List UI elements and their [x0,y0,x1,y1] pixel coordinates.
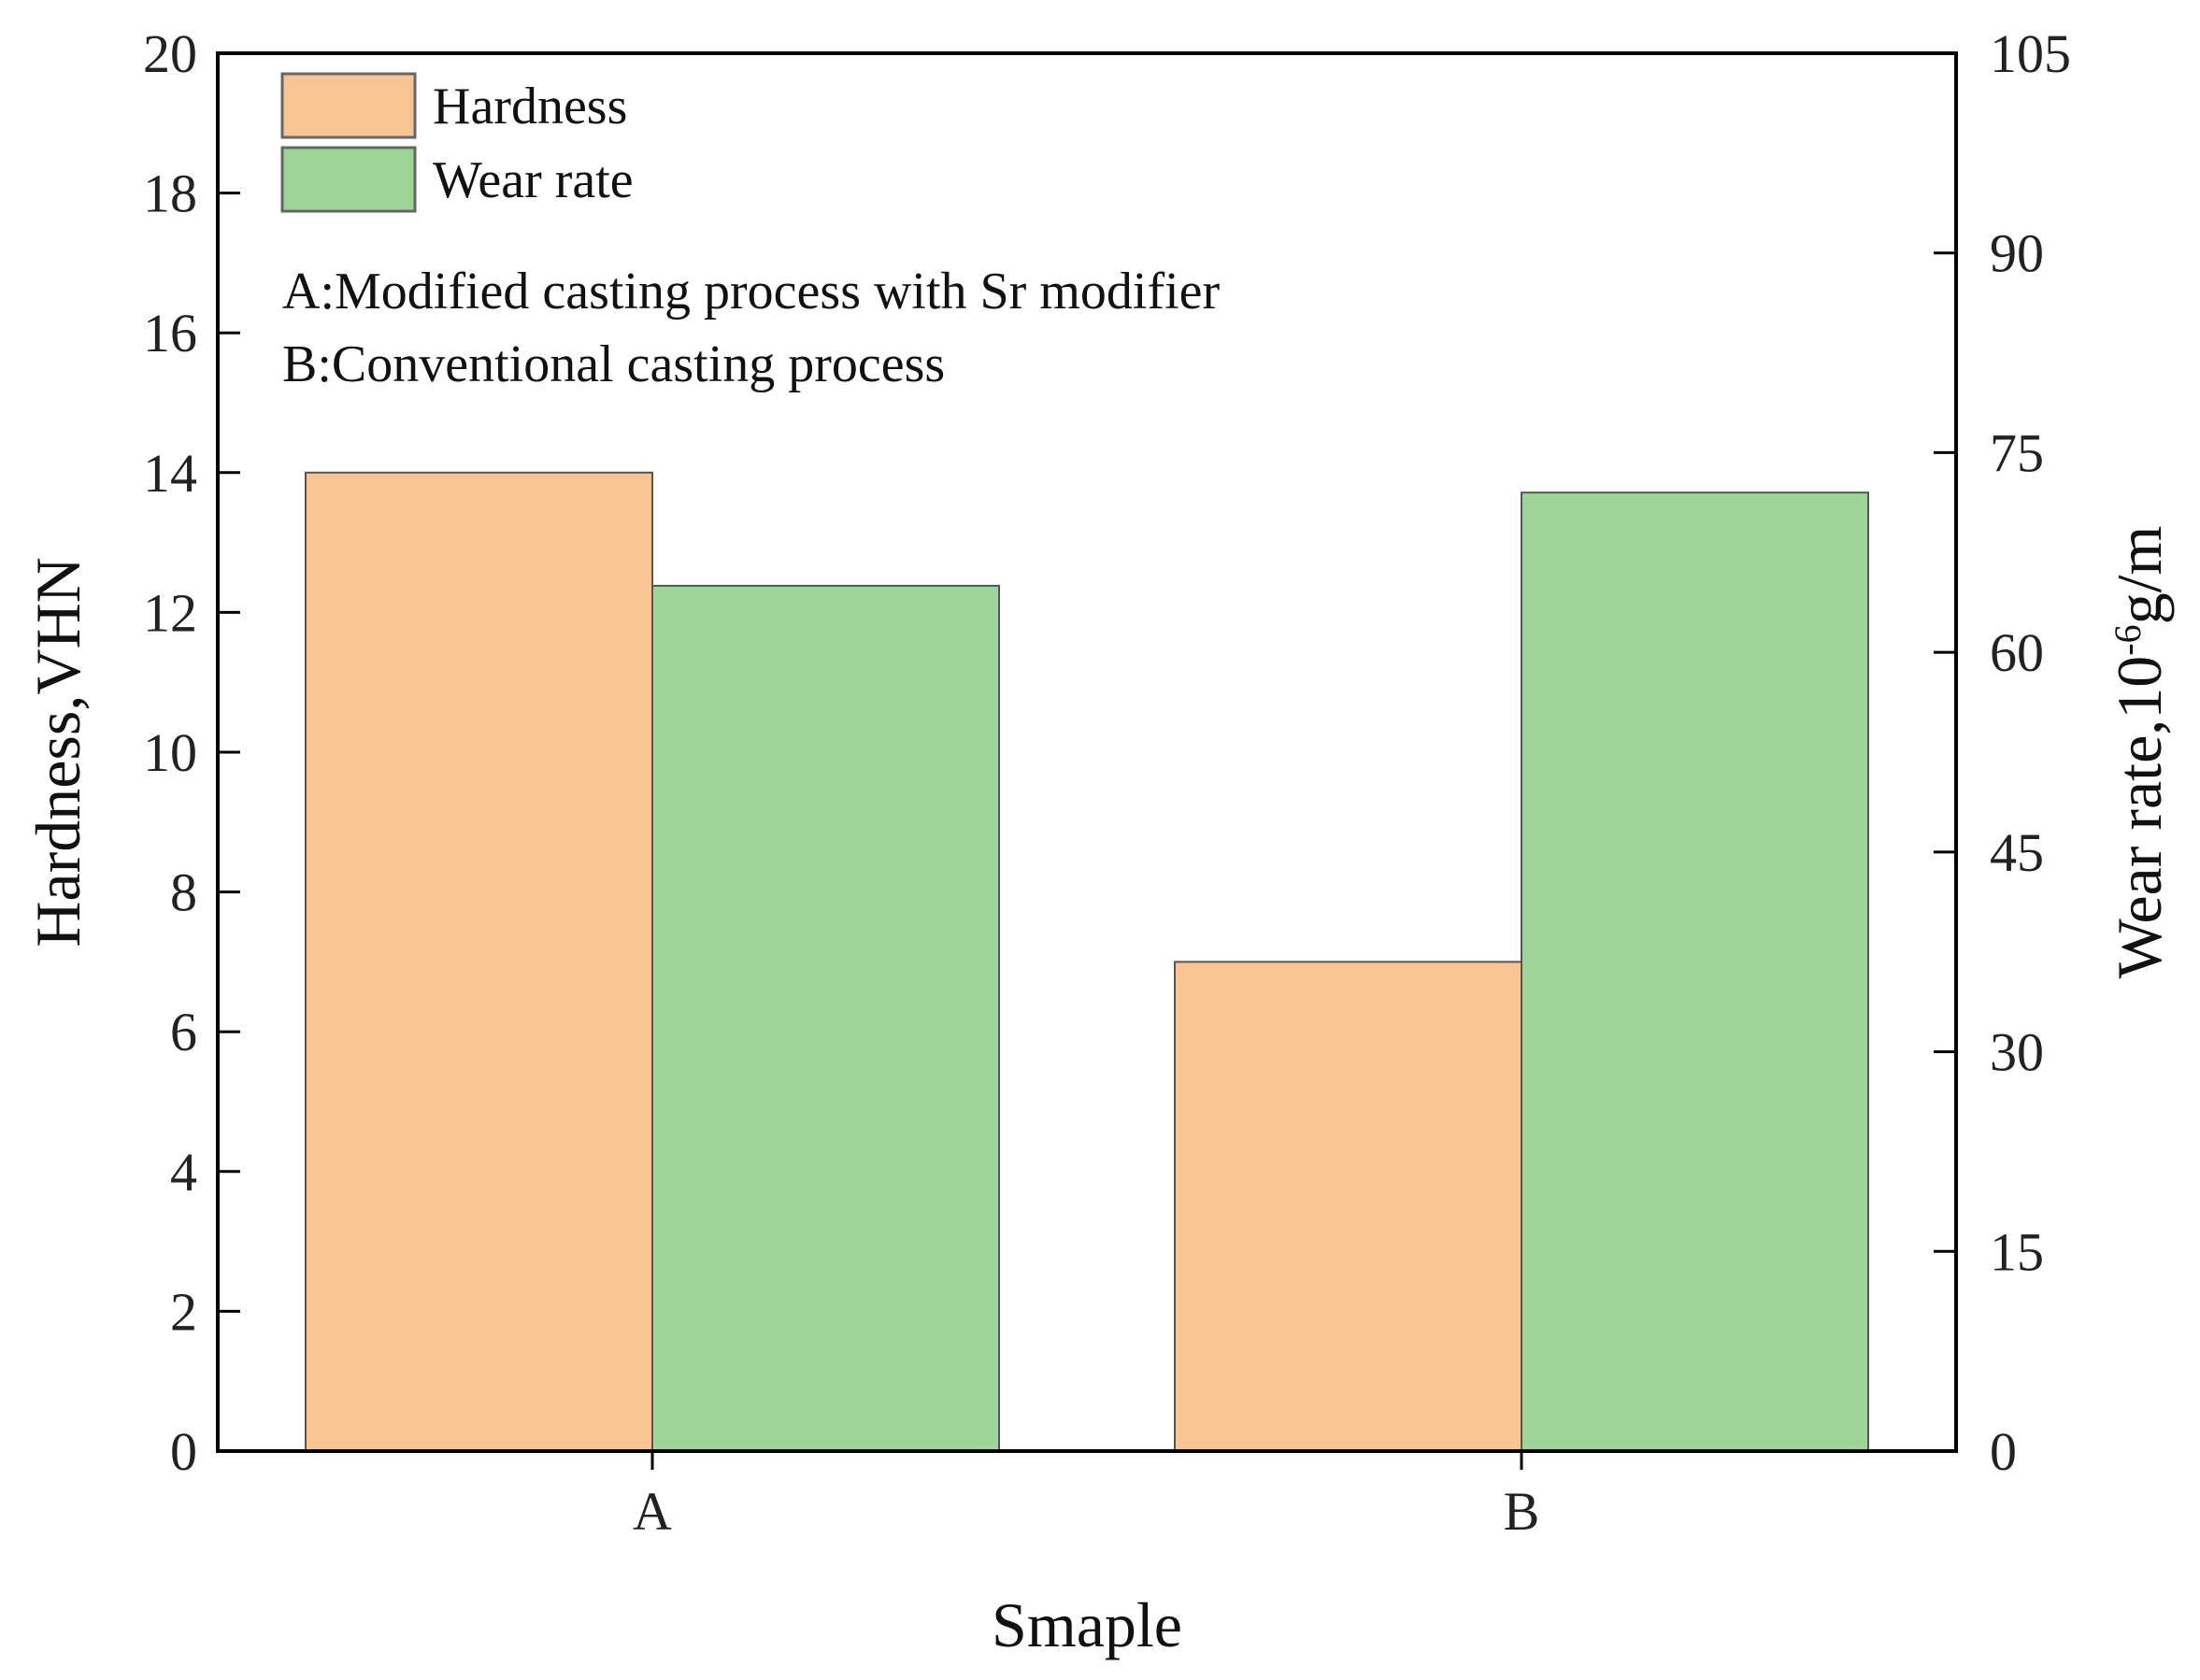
annotation-sample-b: B:Conventional casting process [282,335,945,393]
y-axis-title: Hardness,VHN [22,557,93,947]
y2-axis-title-base: Wear rate,10 [2104,656,2175,979]
y-tick-label: 2 [170,1281,197,1342]
y-tick-label: 20 [143,23,197,84]
y-tick-label: 14 [143,443,197,504]
y-tick-label: 6 [170,1002,197,1062]
legend-swatch-wear-rate [280,146,417,213]
y-tick-label: 0 [170,1421,197,1482]
y2-tick-label: 60 [1990,622,2044,683]
y-tick-label: 4 [170,1142,197,1203]
y2-axis-title: Wear rate,10-6g/m [2104,526,2175,979]
annotation-sample-a: A:Modified casting process with Sr modif… [282,263,1221,320]
x-tick-label: B [1504,1481,1540,1542]
y-tick-label: 18 [143,164,197,224]
right-axis: 0 15 30 45 60 75 90 105 [1934,23,2071,1482]
bar-hardness-a [305,471,653,1452]
y2-tick-label: 90 [1990,223,2044,284]
x-axis-title: Smaple [992,1589,1182,1660]
bar-wear-rate-a [651,584,1000,1452]
y-tick-label: 12 [143,582,197,643]
y-tick-label: 10 [143,722,197,783]
y2-axis-title-unit: g/m [2104,526,2175,625]
y2-tick-label: 30 [1990,1022,2044,1083]
legend-swatch-hardness [280,72,417,139]
legend-label-wear-rate: Wear rate [433,151,634,209]
y2-tick-label: 45 [1990,822,2044,883]
bar-wear-rate-b [1521,491,1869,1453]
legend-label-hardness: Hardness [433,78,627,135]
y2-axis-title-exponent: -6 [2107,624,2149,655]
x-tick-label: A [633,1481,672,1542]
legend: Hardness Wear rate [280,72,634,213]
bars-layer [305,471,1869,1453]
bar-hardness-b [1174,961,1522,1452]
y-tick-label: 16 [143,303,197,363]
y2-tick-label: 0 [1990,1421,2017,1482]
y2-tick-label: 105 [1990,23,2071,84]
y2-tick-label: 75 [1990,422,2044,483]
left-axis: 0 2 4 6 8 10 12 14 16 18 20 [143,23,240,1482]
y-tick-label: 8 [170,862,197,923]
y2-tick-label: 15 [1990,1221,2044,1282]
